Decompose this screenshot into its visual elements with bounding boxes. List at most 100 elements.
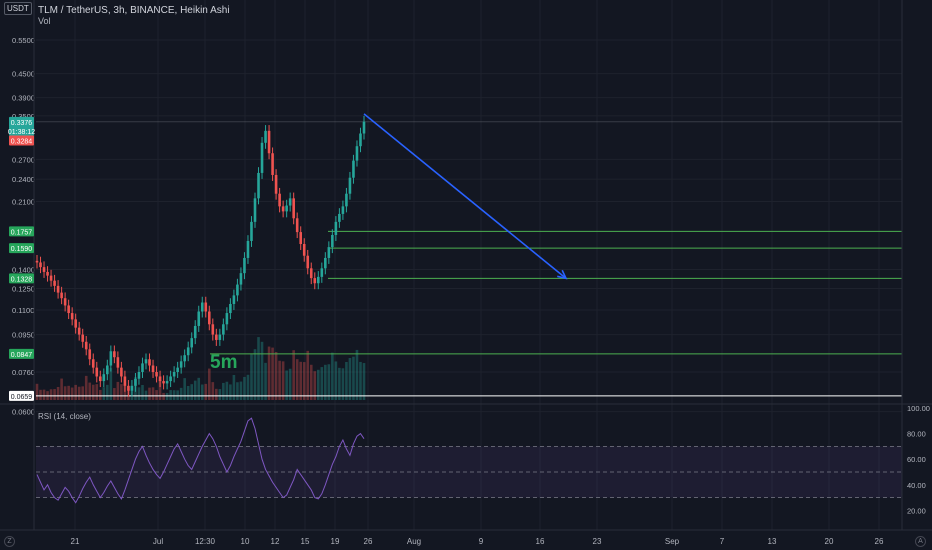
candle-body — [144, 359, 148, 364]
rsi-line — [36, 417, 365, 504]
price-badge-label: 0.3376 — [11, 120, 33, 127]
candle-body — [327, 247, 331, 258]
candle-body — [324, 257, 327, 269]
volume-bar — [162, 392, 165, 400]
date-tick-label: Sep — [665, 537, 680, 546]
volume-bar — [324, 364, 327, 400]
candle-body — [109, 351, 113, 366]
volume-bar — [183, 378, 186, 400]
candle-body — [334, 221, 338, 235]
candle-body — [271, 153, 274, 175]
price-badge-label: 0.3284 — [11, 139, 33, 146]
candle-body — [278, 193, 281, 207]
volume-bar — [288, 368, 292, 400]
candle-body — [53, 280, 56, 286]
candle-body — [302, 244, 306, 256]
candle-body — [306, 255, 310, 269]
volume-bar — [53, 389, 56, 400]
price-badge-label: 0.0659 — [11, 394, 33, 401]
volume-bar — [165, 392, 169, 400]
volume-bar — [56, 386, 60, 400]
candle-body — [95, 367, 99, 377]
date-tick-label: 26 — [875, 537, 884, 546]
candle-body — [362, 121, 366, 134]
price-tick-label: 0.1400 — [12, 266, 35, 275]
candle-body — [274, 174, 278, 194]
volume-bar — [141, 385, 144, 400]
candle-body — [165, 381, 169, 384]
volume-bar — [243, 376, 246, 400]
candle-body — [151, 365, 155, 372]
volume-bar — [250, 354, 253, 400]
rsi-tick-label: 40.00 — [907, 481, 926, 490]
rsi-pane — [36, 417, 902, 504]
volume-bar — [348, 358, 352, 400]
date-tick-label: 23 — [593, 537, 602, 546]
price-badge-label: 0.1757 — [11, 229, 33, 236]
candle-body — [74, 319, 77, 328]
volume-bar — [144, 390, 148, 400]
rsi-tick-label: 100.00 — [907, 404, 930, 413]
price-tick-label: 0.1100 — [12, 306, 34, 315]
volume-bar — [313, 371, 317, 400]
chart-title: TLM / TetherUS, 3h, BINANCE, Heikin Ashi — [38, 5, 230, 16]
volume-bar — [292, 350, 295, 400]
date-tick-label: 12:30 — [195, 537, 216, 546]
date-tick-label: 10 — [241, 537, 250, 546]
date-tick-label: 20 — [825, 537, 834, 546]
candle-body — [267, 130, 271, 154]
volume-bar — [200, 384, 204, 400]
auto-scale-icon[interactable]: A — [915, 536, 926, 547]
volume-bar — [77, 386, 81, 400]
currency-selector[interactable]: USDT — [4, 2, 32, 15]
candle-body — [106, 365, 109, 375]
candle-body — [183, 355, 186, 362]
grid — [36, 0, 902, 530]
volume-bar — [257, 337, 260, 400]
candle-body — [102, 374, 106, 382]
candle-body — [88, 349, 92, 360]
price-badge — [9, 348, 34, 359]
timezone-icon[interactable]: Z — [4, 536, 15, 547]
projection-arrow[interactable] — [363, 113, 568, 280]
candle-body — [348, 177, 352, 194]
volume-bar — [239, 381, 243, 400]
candle-body — [215, 334, 218, 340]
volume-bar — [109, 368, 113, 400]
price-badge — [9, 135, 34, 146]
candle-body — [359, 133, 362, 147]
volume-bar — [207, 368, 211, 400]
candles — [35, 115, 366, 397]
candle-body — [288, 198, 292, 206]
candle-body — [211, 324, 215, 335]
price-badge — [9, 273, 34, 284]
candle-body — [84, 341, 88, 350]
volume-bar — [158, 379, 162, 400]
candle-body — [218, 334, 222, 340]
horizontal-levels[interactable] — [36, 121, 902, 397]
candle-body — [70, 313, 74, 320]
price-tick-label: 0.5500 — [12, 36, 35, 45]
volume-bar — [60, 378, 63, 400]
candle-body — [39, 262, 42, 268]
candle-body — [320, 268, 324, 277]
volume-bar — [246, 374, 250, 400]
candle-body — [137, 372, 141, 379]
volume-bar — [253, 349, 257, 400]
volume-bar — [113, 388, 116, 400]
price-tick-label: 0.1250 — [12, 285, 35, 294]
annotation-text: 5m — [210, 352, 238, 373]
candle-body — [345, 193, 348, 207]
volume-bar — [225, 381, 229, 400]
price-tick-label: 0.0600 — [12, 408, 35, 417]
volume-bar — [42, 389, 46, 400]
volume-bar — [63, 386, 67, 400]
volume-bar — [204, 383, 208, 400]
volume-bar — [95, 384, 99, 400]
volume-bar — [98, 389, 102, 400]
volume-bar — [155, 390, 158, 400]
date-tick-label: 12 — [271, 537, 280, 546]
volume-bar — [218, 389, 222, 400]
